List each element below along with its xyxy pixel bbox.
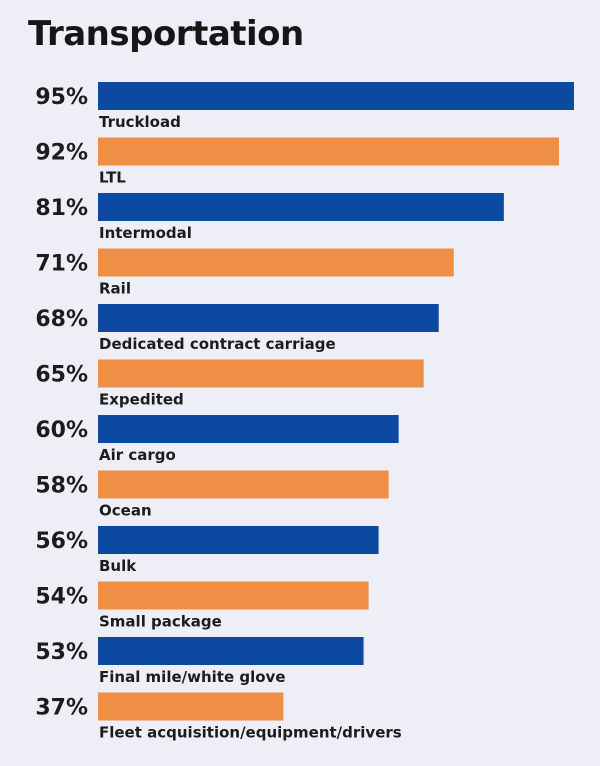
value-label-10: 53% [35, 640, 88, 665]
value-label-7: 58% [35, 474, 88, 499]
value-label-3: 71% [35, 252, 88, 277]
bar-10 [98, 637, 364, 665]
bar-11 [98, 692, 284, 721]
value-label-5: 65% [35, 363, 88, 388]
category-label-4: Dedicated contract carriage [99, 335, 336, 353]
category-label-5: Expedited [99, 391, 184, 409]
value-label-1: 92% [35, 141, 88, 166]
category-label-11: Fleet acquisition/equipment/drivers [99, 724, 402, 742]
value-label-4: 68% [35, 307, 88, 332]
bar-5 [98, 359, 424, 388]
category-label-0: Truckload [99, 113, 181, 131]
bar-0 [98, 82, 574, 110]
bar-9 [98, 581, 369, 610]
category-label-6: Air cargo [99, 446, 176, 464]
bar-1 [98, 137, 559, 166]
category-label-3: Rail [99, 280, 131, 298]
value-label-11: 37% [35, 696, 88, 721]
value-label-9: 54% [35, 585, 88, 610]
value-label-0: 95% [35, 85, 88, 110]
chart-title: Transportation [28, 14, 304, 54]
category-label-2: Intermodal [99, 224, 192, 242]
bar-7 [98, 470, 389, 499]
bar-8 [98, 526, 379, 554]
value-label-6: 60% [35, 418, 88, 443]
bar-4 [98, 304, 439, 332]
value-label-8: 56% [35, 529, 88, 554]
bar-2 [98, 193, 504, 221]
category-label-8: Bulk [99, 557, 137, 575]
bar-6 [98, 415, 399, 443]
category-label-9: Small package [99, 613, 222, 631]
value-label-2: 81% [35, 196, 88, 221]
category-label-7: Ocean [99, 502, 152, 520]
category-label-10: Final mile/white glove [99, 668, 286, 686]
bar-3 [98, 248, 454, 277]
category-label-1: LTL [99, 169, 126, 187]
